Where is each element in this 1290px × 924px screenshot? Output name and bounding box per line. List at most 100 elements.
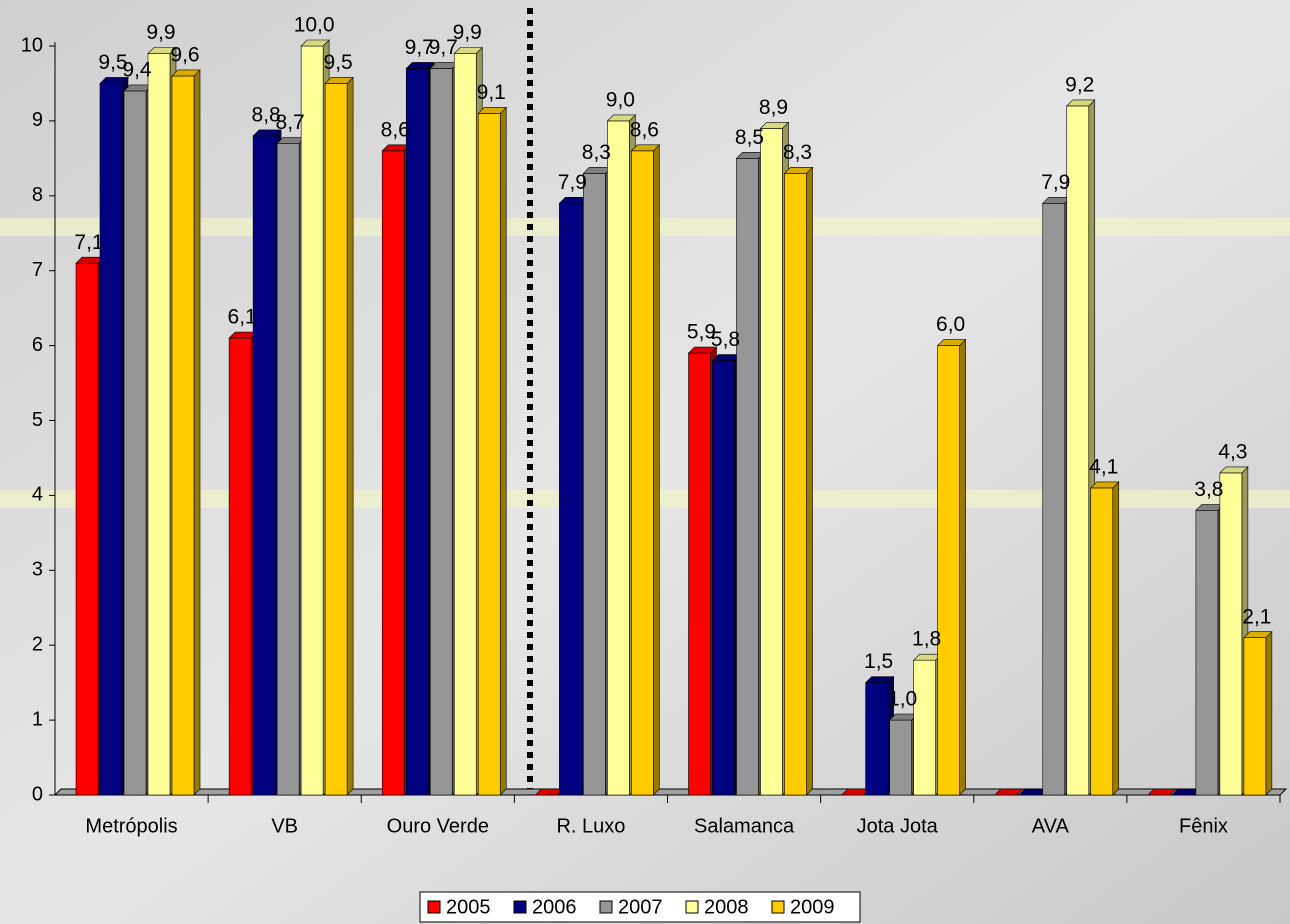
bar-top — [759, 122, 790, 129]
bar — [1195, 510, 1219, 796]
bar — [453, 53, 477, 796]
bar — [1219, 472, 1243, 796]
bar — [913, 659, 936, 796]
bar — [171, 75, 195, 796]
value-label: 8,5 — [735, 126, 764, 149]
value-label: 8,7 — [276, 111, 305, 134]
bar-side — [959, 338, 966, 796]
bar — [252, 135, 276, 796]
bar-top — [994, 788, 1024, 796]
y-tick-label: 5 — [32, 409, 43, 431]
legend-label: 2007 — [618, 896, 663, 918]
bar — [889, 719, 912, 796]
bar-side — [346, 76, 354, 796]
x-tick-label: Ouro Verde — [387, 815, 489, 837]
legend-swatch — [427, 900, 441, 914]
value-label: 9,6 — [170, 44, 199, 67]
value-label: 9,5 — [98, 51, 127, 74]
bar-top — [324, 77, 354, 84]
value-label: 5,9 — [687, 321, 716, 344]
value-label: 6,1 — [228, 306, 257, 329]
y-tick-label: 10 — [21, 34, 43, 56]
value-label: 8,3 — [582, 141, 611, 164]
legend-swatch — [685, 900, 699, 914]
bar-top — [606, 114, 637, 122]
value-label: 7,9 — [558, 171, 587, 194]
bar — [736, 158, 759, 796]
y-tick-label: 0 — [32, 783, 43, 805]
bar-top — [405, 62, 435, 69]
bar-top — [864, 676, 895, 683]
y-tick-label: 3 — [32, 559, 43, 581]
x-tick-label: AVA — [1032, 815, 1070, 837]
bar-side — [653, 144, 660, 796]
bar — [381, 150, 405, 796]
bar-top — [171, 69, 201, 77]
bar-side — [499, 106, 507, 796]
bar — [276, 143, 300, 796]
bar-top — [1243, 631, 1273, 639]
bar-side — [1112, 481, 1120, 796]
bar-top — [300, 39, 330, 47]
value-label: 9,7 — [405, 36, 434, 59]
value-label: 7,1 — [74, 231, 103, 254]
value-label: 9,4 — [122, 58, 152, 81]
x-tick-label: VB — [271, 815, 298, 837]
x-tick-label: Salamanca — [694, 815, 795, 837]
y-tick-label: 7 — [32, 259, 43, 281]
bar — [99, 83, 123, 796]
bar-top — [147, 47, 177, 54]
bar — [784, 173, 807, 796]
value-label: 10,0 — [294, 14, 335, 37]
bar — [865, 682, 888, 796]
value-label: 6,0 — [936, 313, 965, 336]
legend-swatch — [599, 900, 613, 914]
bar — [688, 352, 711, 796]
bar-side — [193, 69, 201, 796]
bar — [1066, 105, 1090, 796]
bar-top — [1066, 99, 1096, 107]
y-tick-label: 8 — [32, 184, 43, 206]
bar — [559, 202, 582, 796]
x-tick-label: R. Luxo — [556, 815, 625, 837]
bar-top — [630, 144, 661, 152]
legend-label: 2008 — [704, 896, 749, 918]
y-tick-label: 1 — [32, 708, 43, 730]
bar-top — [252, 129, 282, 137]
value-label: 9,0 — [606, 88, 635, 111]
bar — [477, 113, 501, 796]
value-label: 9,5 — [324, 51, 353, 74]
y-tick-label: 4 — [32, 484, 43, 506]
bar-top — [1090, 481, 1120, 489]
bar — [75, 262, 99, 796]
bar — [712, 360, 735, 796]
bar — [937, 345, 960, 796]
bar — [429, 68, 453, 796]
bar — [583, 173, 606, 796]
x-tick-label: Metrópolis — [85, 815, 177, 837]
value-label: 8,6 — [381, 118, 410, 141]
bar-top — [1219, 466, 1249, 474]
bar-top — [99, 77, 129, 84]
value-label: 9,9 — [146, 21, 175, 44]
legend-label: 2009 — [790, 896, 835, 918]
legend-swatch — [771, 900, 785, 914]
value-label: 1,8 — [912, 628, 941, 651]
bar — [1042, 202, 1066, 796]
bar — [324, 83, 348, 796]
value-label: 9,9 — [453, 21, 482, 44]
bar — [1243, 637, 1267, 796]
legend-label: 2005 — [446, 896, 491, 918]
value-label: 2,1 — [1242, 605, 1271, 628]
bar — [760, 128, 783, 796]
value-label: 8,8 — [252, 103, 281, 126]
value-label: 8,6 — [630, 118, 659, 141]
bar — [631, 150, 654, 796]
y-tick-label: 2 — [32, 633, 43, 655]
value-label: 4,1 — [1089, 455, 1118, 478]
bar-side — [806, 166, 813, 796]
value-label: 7,9 — [1041, 171, 1070, 194]
bar — [405, 68, 429, 796]
value-label: 9,1 — [477, 81, 506, 104]
